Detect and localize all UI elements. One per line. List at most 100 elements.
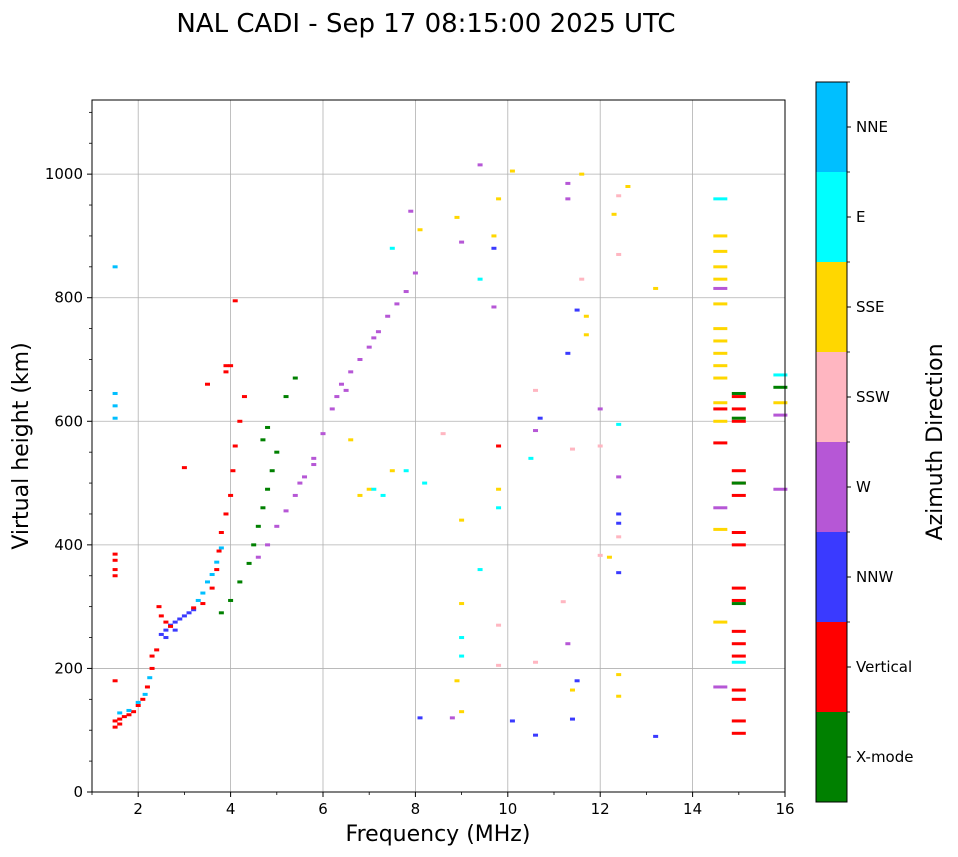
data-point xyxy=(117,722,123,726)
colorbar-tick-label: X-mode xyxy=(856,748,913,766)
data-point xyxy=(230,469,236,473)
data-point xyxy=(731,493,746,497)
colorbar-segment xyxy=(816,622,847,712)
data-point xyxy=(112,404,118,408)
data-point xyxy=(713,407,728,411)
plot-frame xyxy=(91,99,786,793)
data-point xyxy=(181,466,187,470)
data-point xyxy=(265,425,271,429)
data-point xyxy=(191,608,197,612)
data-point xyxy=(385,314,391,318)
data-point xyxy=(311,456,317,460)
trace-near-15-mhz-red xyxy=(713,395,746,735)
data-point xyxy=(509,719,515,723)
data-point xyxy=(569,717,575,721)
data-point xyxy=(477,568,483,572)
data-point xyxy=(126,708,132,712)
data-marks xyxy=(112,163,788,738)
data-point xyxy=(112,558,118,562)
data-point xyxy=(713,419,728,423)
data-point xyxy=(583,333,589,337)
data-point xyxy=(218,611,224,615)
data-point xyxy=(149,654,155,658)
data-point xyxy=(417,716,423,720)
data-point xyxy=(186,611,192,615)
data-point xyxy=(574,679,580,683)
data-point xyxy=(731,391,746,395)
data-point xyxy=(653,286,659,290)
data-point xyxy=(606,555,612,559)
data-point xyxy=(177,617,183,621)
data-point xyxy=(205,580,210,584)
grid xyxy=(92,100,785,792)
data-point xyxy=(126,713,132,717)
data-point xyxy=(158,632,164,636)
data-point xyxy=(731,543,746,547)
data-point xyxy=(112,552,118,556)
data-point xyxy=(731,469,746,473)
data-point xyxy=(228,364,234,368)
data-point xyxy=(283,395,289,399)
x-axis-label: Frequency (MHz) xyxy=(346,822,531,847)
data-point xyxy=(625,185,631,188)
colorbar-segment xyxy=(816,262,847,352)
data-point xyxy=(491,234,497,238)
data-point xyxy=(214,568,220,572)
trace-scatter-violet xyxy=(408,163,622,720)
colorbar: X-mode Vertical NNW W SSW SSE E NNE xyxy=(815,81,913,803)
x-tick-label: 16 xyxy=(775,800,794,818)
data-point xyxy=(200,591,206,595)
y-tick-label: 200 xyxy=(54,659,83,677)
y-tick-label: 1000 xyxy=(45,165,83,183)
colorbar-tick-label: SSW xyxy=(856,388,890,406)
data-point xyxy=(491,246,497,250)
trace-near-15-mhz-violet xyxy=(713,286,788,689)
data-point xyxy=(112,265,118,269)
data-point xyxy=(297,481,303,485)
data-point xyxy=(731,654,746,658)
data-point xyxy=(112,574,118,578)
data-point xyxy=(237,580,243,584)
x-tick-label: 10 xyxy=(498,800,517,818)
data-point xyxy=(773,385,788,389)
data-point xyxy=(597,444,603,448)
data-point xyxy=(583,314,589,318)
trace-f-region-red xyxy=(156,299,247,628)
data-point xyxy=(731,660,746,664)
data-point xyxy=(228,598,234,602)
data-point xyxy=(232,444,238,448)
data-point xyxy=(205,382,210,386)
data-point xyxy=(121,715,127,719)
data-point xyxy=(713,620,728,624)
data-point xyxy=(209,586,215,590)
data-point xyxy=(241,395,247,399)
trace-f-region-cusp xyxy=(158,608,197,640)
data-point xyxy=(713,506,728,510)
data-point xyxy=(265,543,271,547)
data-point xyxy=(135,704,141,707)
data-point xyxy=(731,481,746,485)
trace-near-15-mhz-cyan xyxy=(713,197,788,664)
data-point xyxy=(449,716,455,720)
data-point xyxy=(454,679,460,683)
y-tick-label: 800 xyxy=(54,289,83,307)
data-point xyxy=(569,688,575,692)
data-point xyxy=(112,719,118,723)
x-tick-label: 14 xyxy=(683,800,702,818)
y-tick-label: 600 xyxy=(54,412,83,430)
data-point xyxy=(195,598,201,602)
data-point xyxy=(371,487,377,491)
data-point xyxy=(223,370,229,374)
data-point xyxy=(731,602,746,606)
data-point xyxy=(311,463,317,467)
data-point xyxy=(292,493,298,497)
data-point xyxy=(713,234,728,238)
data-point xyxy=(574,308,580,312)
data-point xyxy=(255,524,261,528)
data-point xyxy=(366,345,372,349)
data-point xyxy=(292,376,298,380)
colorbar-frame xyxy=(815,81,848,803)
trace-x-mode-trace xyxy=(218,376,298,615)
data-point xyxy=(380,493,386,497)
data-point xyxy=(496,444,502,448)
